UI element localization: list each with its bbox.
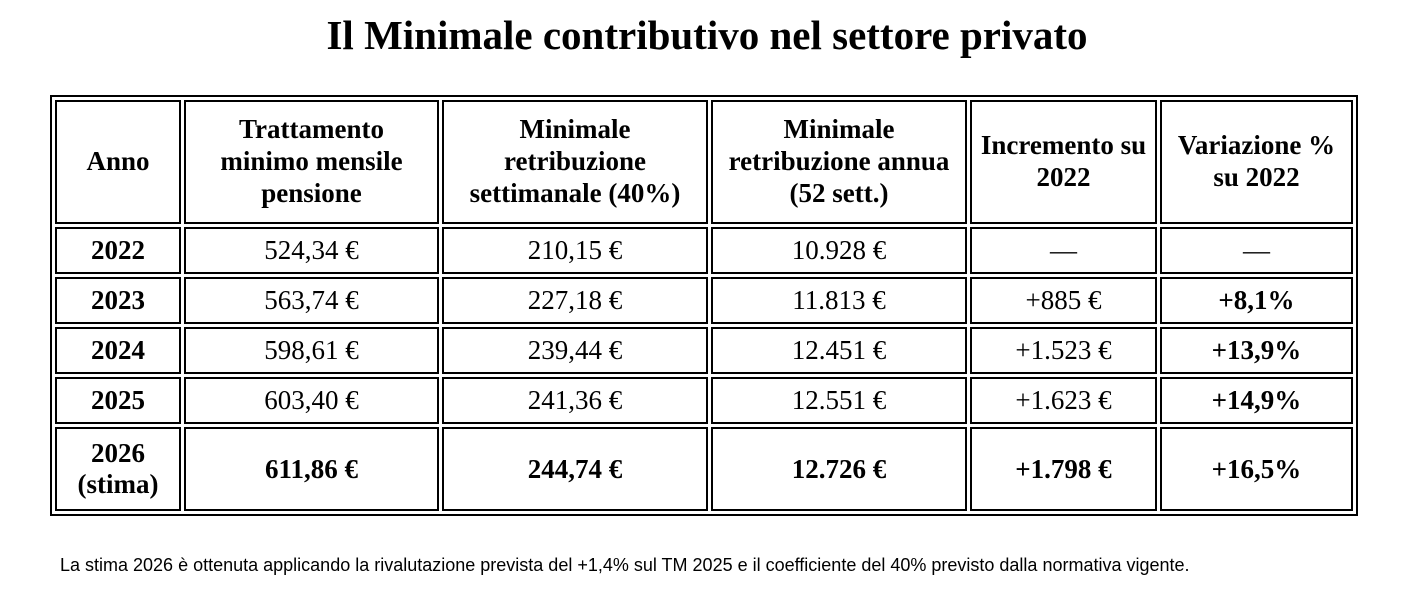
cell-incremento: +1.623 €: [970, 377, 1157, 425]
cell-variazione: +16,5%: [1160, 427, 1353, 512]
cell-incremento: +1.523 €: [970, 327, 1157, 375]
cell-incremento: +1.798 €: [970, 427, 1157, 512]
table-body: 2022 524,34 € 210,15 € 10.928 € — — 2023…: [55, 227, 1353, 512]
cell-anno: 2026 (stima): [55, 427, 181, 512]
cell-settimanale: 241,36 €: [442, 377, 708, 425]
header-incremento: Incremento su 2022: [970, 100, 1157, 225]
cell-anno: 2023: [55, 277, 181, 325]
table-row: 2024 598,61 € 239,44 € 12.451 € +1.523 €…: [55, 327, 1353, 375]
cell-trattamento: 598,61 €: [184, 327, 439, 375]
header-annua: Minimale retribuzione annua (52 sett.): [711, 100, 967, 225]
table-row: 2026 (stima) 611,86 € 244,74 € 12.726 € …: [55, 427, 1353, 512]
header-variazione: Variazione % su 2022: [1160, 100, 1353, 225]
cell-variazione: +14,9%: [1160, 377, 1353, 425]
cell-annua: 12.551 €: [711, 377, 967, 425]
header-anno: Anno: [55, 100, 181, 225]
cell-incremento: —: [970, 227, 1157, 275]
cell-variazione: +13,9%: [1160, 327, 1353, 375]
table-row: 2022 524,34 € 210,15 € 10.928 € — —: [55, 227, 1353, 275]
cell-trattamento: 603,40 €: [184, 377, 439, 425]
cell-settimanale: 239,44 €: [442, 327, 708, 375]
cell-annua: 12.726 €: [711, 427, 967, 512]
header-trattamento: Trattamento minimo mensile pensione: [184, 100, 439, 225]
footnote: La stima 2026 è ottenuta applicando la r…: [60, 555, 1190, 576]
cell-anno: 2022: [55, 227, 181, 275]
minimale-table: Anno Trattamento minimo mensile pensione…: [50, 95, 1358, 517]
cell-trattamento: 611,86 €: [184, 427, 439, 512]
cell-anno: 2024: [55, 327, 181, 375]
cell-annua: 10.928 €: [711, 227, 967, 275]
cell-anno: 2025: [55, 377, 181, 425]
cell-settimanale: 210,15 €: [442, 227, 708, 275]
cell-trattamento: 563,74 €: [184, 277, 439, 325]
cell-annua: 11.813 €: [711, 277, 967, 325]
table-row: 2025 603,40 € 241,36 € 12.551 € +1.623 €…: [55, 377, 1353, 425]
header-row: Anno Trattamento minimo mensile pensione…: [55, 100, 1353, 225]
cell-settimanale: 244,74 €: [442, 427, 708, 512]
cell-annua: 12.451 €: [711, 327, 967, 375]
cell-variazione: +8,1%: [1160, 277, 1353, 325]
table-header: Anno Trattamento minimo mensile pensione…: [55, 100, 1353, 225]
cell-incremento: +885 €: [970, 277, 1157, 325]
cell-trattamento: 524,34 €: [184, 227, 439, 275]
cell-variazione: —: [1160, 227, 1353, 275]
cell-settimanale: 227,18 €: [442, 277, 708, 325]
page-title: Il Minimale contributivo nel settore pri…: [326, 12, 1088, 58]
header-settimanale: Minimale retribuzione settimanale (40%): [442, 100, 708, 225]
table-row: 2023 563,74 € 227,18 € 11.813 € +885 € +…: [55, 277, 1353, 325]
